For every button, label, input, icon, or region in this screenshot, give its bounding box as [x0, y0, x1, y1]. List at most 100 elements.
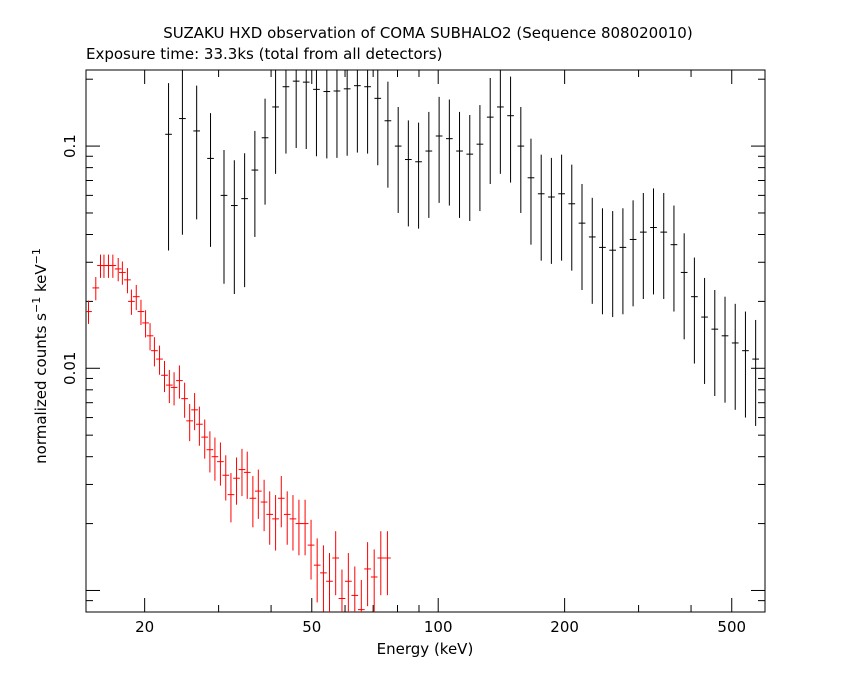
pin-point: [191, 393, 198, 431]
pin-point: [166, 369, 173, 404]
gso-point: [179, 70, 186, 235]
pin-point: [211, 437, 219, 481]
y-axis-label-mid: keV: [32, 264, 50, 297]
pin-point: [260, 479, 268, 532]
y-axis-label: normalized counts s−1 keV−1: [30, 248, 50, 464]
pin-point: [377, 531, 385, 596]
x-tick-labels: 20 50 100 200 500: [135, 618, 746, 636]
gso-point: [165, 83, 172, 251]
y-tick-label: 0.01: [61, 352, 79, 385]
y-axis-label-sup2: −1: [30, 248, 43, 264]
y-axis-label-sup1: −1: [30, 297, 43, 313]
x-tick-label: 500: [717, 618, 746, 636]
x-tick-label: 100: [424, 618, 453, 636]
gso-point: [282, 70, 290, 154]
pin-point: [128, 289, 135, 315]
x-tick-label: 200: [550, 618, 579, 636]
gso-point: [517, 106, 525, 213]
gso-point: [207, 113, 214, 247]
pin-point: [100, 254, 108, 278]
gso-point: [609, 211, 617, 318]
pin-point: [114, 257, 122, 282]
gso-point: [241, 153, 248, 288]
gso-point: [599, 208, 606, 315]
y-tick-labels: 0.1 0.01: [61, 134, 79, 385]
gso-point: [261, 98, 269, 205]
gso-point: [323, 70, 331, 159]
pin-point: [233, 457, 240, 505]
pin-point: [307, 519, 315, 580]
gso-point: [548, 157, 555, 264]
gso-point: [435, 96, 443, 203]
gso-point: [558, 154, 565, 261]
gso-point: [639, 192, 647, 300]
gso-point: [588, 197, 596, 304]
pin-point: [151, 337, 158, 367]
gso-point: [313, 70, 320, 157]
pin-point: [238, 448, 246, 497]
gso-point: [507, 76, 514, 183]
axis-ticks: [86, 70, 766, 613]
series-pin-points: [86, 254, 391, 612]
gso-point: [230, 160, 238, 294]
x-axis-label: Energy (keV): [377, 640, 474, 658]
pin-point: [97, 254, 104, 278]
gso-point: [629, 200, 637, 307]
pin-point: [249, 475, 257, 528]
gso-point: [333, 70, 341, 158]
gso-point: [425, 111, 433, 218]
gso-point: [680, 233, 688, 340]
gso-point: [415, 122, 422, 229]
pin-point: [344, 553, 352, 612]
pin-point: [86, 300, 92, 324]
pin-point: [146, 323, 154, 351]
gso-point: [527, 138, 535, 245]
pin-point: [332, 531, 340, 596]
gso-point: [343, 70, 351, 156]
gso-point: [537, 154, 545, 261]
gso-point: [404, 120, 412, 227]
gso-point: [251, 130, 259, 237]
pin-point: [206, 431, 214, 473]
gso-point: [272, 70, 279, 174]
gso-point: [742, 311, 749, 418]
gso-point: [384, 81, 392, 188]
pin-point: [277, 475, 285, 528]
pin-point: [313, 538, 321, 603]
pin-point: [170, 372, 178, 406]
pin-point: [384, 531, 391, 596]
pin-point: [283, 491, 291, 545]
pin-point: [196, 406, 203, 446]
chart-title: SUZAKU HXD observation of COMA SUBHALO2 …: [163, 24, 692, 42]
gso-point: [701, 277, 708, 384]
gso-point: [193, 85, 201, 220]
pin-point: [222, 455, 230, 501]
pin-point: [272, 495, 279, 551]
gso-point: [292, 70, 300, 149]
pin-point: [124, 268, 131, 294]
pin-point: [364, 542, 371, 607]
pin-point: [254, 469, 262, 519]
pin-point: [289, 495, 297, 551]
gso-point: [354, 70, 361, 153]
gso-point: [711, 290, 719, 397]
gso-point: [568, 164, 576, 271]
pin-point: [338, 569, 346, 612]
pin-point: [181, 382, 188, 418]
pin-point: [186, 404, 194, 442]
pin-point: [119, 261, 126, 285]
gso-point: [578, 184, 586, 291]
gso-point: [220, 150, 228, 284]
pin-point: [105, 254, 112, 278]
gso-point: [374, 70, 382, 166]
gso-point: [619, 208, 627, 315]
gso-point: [466, 115, 474, 222]
gso-point: [364, 70, 371, 154]
y-axis-label-main: normalized counts s: [32, 313, 50, 464]
pin-point: [243, 451, 251, 499]
gso-point: [456, 111, 463, 218]
gso-point: [486, 77, 494, 185]
pin-point: [217, 442, 224, 486]
gso-point: [691, 257, 698, 364]
